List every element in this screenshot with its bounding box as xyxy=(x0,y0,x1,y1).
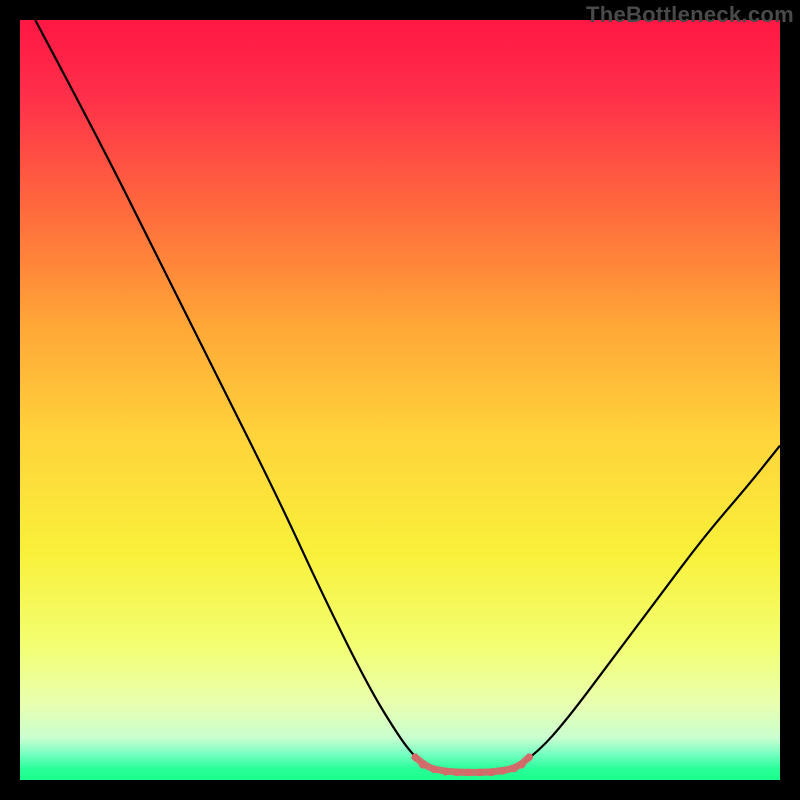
watermark-label: TheBottleneck.com xyxy=(586,2,794,28)
optimal-marker xyxy=(442,768,450,776)
optimal-marker xyxy=(499,767,507,775)
optimal-marker xyxy=(510,765,518,773)
right-curve xyxy=(518,446,780,767)
optimal-marker xyxy=(453,769,461,777)
optimal-marker xyxy=(518,761,526,769)
optimal-marker xyxy=(476,769,484,777)
optimal-marker xyxy=(419,761,427,769)
optimal-marker xyxy=(465,769,473,777)
optimal-marker xyxy=(487,769,495,777)
left-curve xyxy=(35,20,426,766)
chart-frame: TheBottleneck.com xyxy=(0,0,800,800)
optimal-marker xyxy=(430,766,438,774)
optimal-marker xyxy=(525,753,533,761)
plot-area xyxy=(20,20,780,780)
optimal-marker xyxy=(411,753,419,761)
curve-layer xyxy=(20,20,780,780)
